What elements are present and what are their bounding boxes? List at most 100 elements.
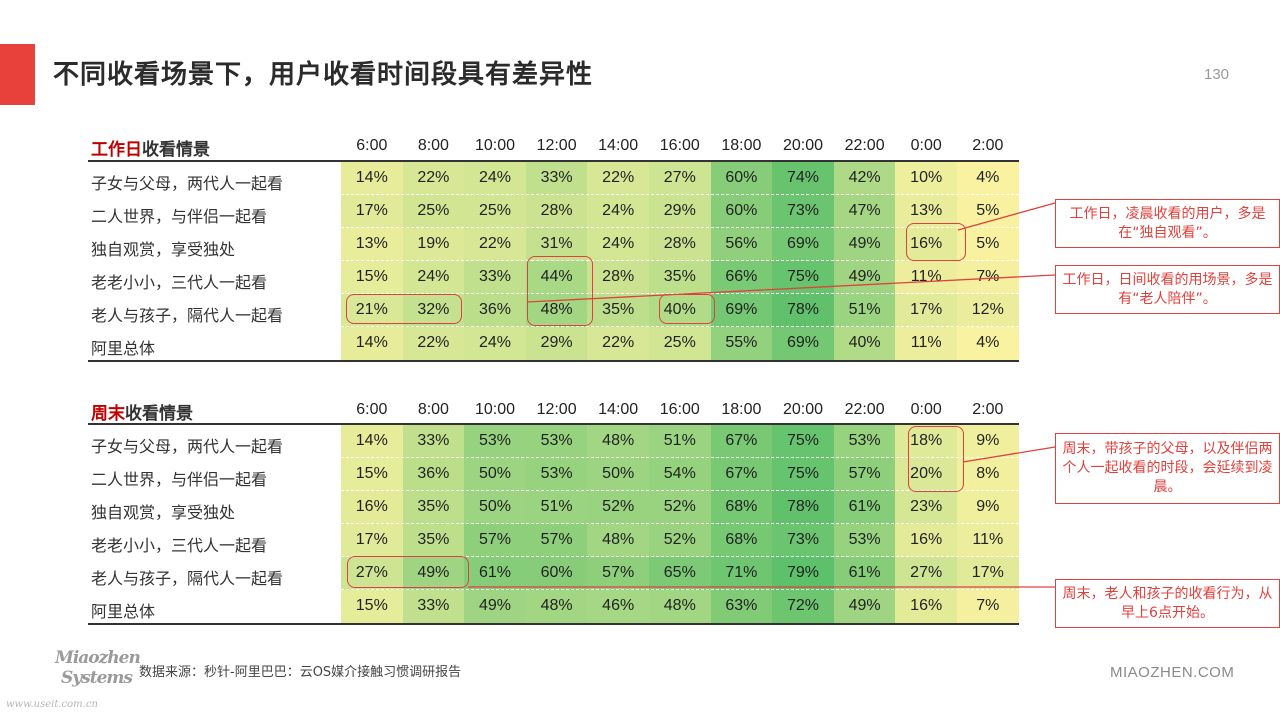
row-divider bbox=[341, 194, 1019, 195]
column-header: 18:00 bbox=[721, 137, 762, 154]
callout-weekday-late-night: 工作日，凌晨收看的用户，多是在“独自观看”。 bbox=[1055, 199, 1280, 248]
table-bottom-rule bbox=[88, 623, 1019, 625]
heat-cell bbox=[649, 195, 712, 228]
heat-cell bbox=[649, 557, 712, 590]
heat-value: 69% bbox=[725, 301, 758, 318]
heat-cell bbox=[525, 327, 588, 360]
column-header: 6:00 bbox=[356, 401, 388, 418]
heat-cell bbox=[402, 491, 465, 524]
callout-weekend-grandparents: 周末，老人和孩子的收看行为，从早上6点开始。 bbox=[1055, 579, 1280, 628]
heat-value: 16% bbox=[355, 498, 388, 515]
table-top-rule bbox=[88, 160, 1019, 162]
heat-value: 14% bbox=[355, 334, 388, 351]
heat-value: 53% bbox=[848, 432, 881, 449]
row-divider bbox=[341, 490, 1019, 491]
heat-value: 25% bbox=[663, 334, 696, 351]
heat-cell bbox=[402, 425, 465, 458]
heat-cell bbox=[895, 524, 958, 557]
heat-cell bbox=[649, 228, 712, 261]
heat-value: 21% bbox=[355, 301, 388, 318]
heat-cell bbox=[402, 327, 465, 360]
heat-value: 67% bbox=[725, 465, 758, 482]
heat-value: 49% bbox=[848, 597, 881, 614]
heat-value: 50% bbox=[602, 465, 635, 482]
heat-cell bbox=[341, 327, 404, 360]
heat-value: 52% bbox=[663, 531, 696, 548]
heat-value: 61% bbox=[478, 564, 511, 581]
heat-cell bbox=[649, 458, 712, 491]
row-label: 子女与父母，两代人一起看 bbox=[91, 437, 284, 456]
heat-value: 66% bbox=[725, 268, 758, 285]
heat-value: 24% bbox=[602, 235, 635, 252]
heat-cell bbox=[464, 261, 527, 294]
heat-cell bbox=[587, 458, 650, 491]
heat-cell bbox=[772, 195, 835, 228]
heat-value: 17% bbox=[910, 301, 943, 318]
heat-cell bbox=[341, 491, 404, 524]
page-number: 130 bbox=[1204, 66, 1230, 83]
heat-value: 50% bbox=[478, 465, 511, 482]
heat-value: 68% bbox=[725, 531, 758, 548]
heat-value: 75% bbox=[786, 465, 819, 482]
heat-value: 9% bbox=[976, 432, 1000, 449]
heat-value: 5% bbox=[976, 235, 1000, 252]
column-header: 12:00 bbox=[536, 137, 577, 154]
column-header: 14:00 bbox=[598, 137, 639, 154]
heat-value: 27% bbox=[355, 564, 388, 581]
heat-cell bbox=[464, 294, 527, 327]
heat-value: 35% bbox=[417, 531, 450, 548]
heat-value: 27% bbox=[663, 169, 696, 186]
heat-value: 28% bbox=[663, 235, 696, 252]
heat-value: 14% bbox=[355, 432, 388, 449]
heat-value: 17% bbox=[971, 564, 1004, 581]
heat-value: 23% bbox=[910, 498, 943, 515]
heat-value: 73% bbox=[786, 202, 819, 219]
heat-value: 36% bbox=[478, 301, 511, 318]
heat-value: 29% bbox=[663, 202, 696, 219]
heat-value: 78% bbox=[786, 498, 819, 515]
row-label: 二人世界，与伴侣一起看 bbox=[91, 207, 268, 226]
heat-cell bbox=[710, 590, 773, 623]
heat-cell bbox=[464, 228, 527, 261]
heat-cell bbox=[649, 491, 712, 524]
heat-value: 22% bbox=[417, 334, 450, 351]
heat-value: 29% bbox=[540, 334, 573, 351]
heat-value: 73% bbox=[786, 531, 819, 548]
logo-line-1: Miaozhen bbox=[55, 648, 141, 668]
callout-weekend-parents: 周末，带孩子的父母，以及伴侣两个人一起收看的时段，会延续到凌晨。 bbox=[1055, 433, 1280, 504]
heat-value: 33% bbox=[478, 268, 511, 285]
column-header: 6:00 bbox=[356, 137, 388, 154]
heat-value: 52% bbox=[602, 498, 635, 515]
heat-value: 22% bbox=[478, 235, 511, 252]
table-top-rule bbox=[88, 423, 1019, 425]
heat-value: 15% bbox=[355, 597, 388, 614]
heat-value: 12% bbox=[971, 301, 1004, 318]
heat-value: 47% bbox=[848, 202, 881, 219]
heat-cell bbox=[402, 162, 465, 195]
heat-value: 60% bbox=[725, 202, 758, 219]
heat-cell bbox=[402, 557, 465, 590]
heat-cell bbox=[587, 195, 650, 228]
heat-value: 33% bbox=[417, 597, 450, 614]
heat-cell bbox=[710, 425, 773, 458]
heat-cell bbox=[649, 327, 712, 360]
heat-cell bbox=[341, 458, 404, 491]
heat-value: 24% bbox=[478, 169, 511, 186]
heat-value: 51% bbox=[540, 498, 573, 515]
heat-value: 53% bbox=[478, 432, 511, 449]
heat-value: 51% bbox=[663, 432, 696, 449]
heat-cell bbox=[525, 557, 588, 590]
heat-cell bbox=[341, 590, 404, 623]
column-header: 8:00 bbox=[417, 401, 449, 418]
row-divider bbox=[341, 523, 1019, 524]
column-header: 18:00 bbox=[721, 401, 762, 418]
highlight-box bbox=[908, 426, 964, 492]
heat-cell bbox=[464, 491, 527, 524]
heat-value: 57% bbox=[848, 465, 881, 482]
heat-value: 35% bbox=[417, 498, 450, 515]
heat-cell bbox=[895, 162, 958, 195]
row-divider bbox=[341, 457, 1019, 458]
highlight-box bbox=[527, 256, 593, 326]
heat-cell bbox=[895, 425, 958, 458]
